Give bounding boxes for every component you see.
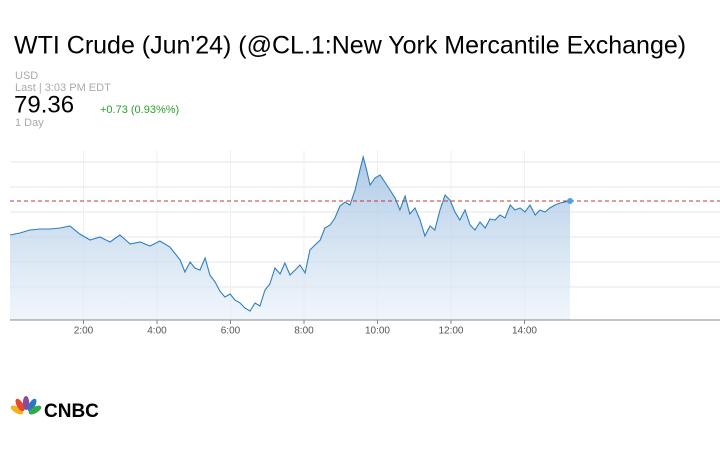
- x-tick-label: 6:00: [221, 326, 241, 337]
- x-tick-label: 8:00: [294, 326, 314, 337]
- x-tick-label: 12:00: [438, 326, 463, 337]
- last-update: Last | 3:03 PM EDT: [15, 82, 111, 94]
- logo: CNBC: [10, 396, 99, 422]
- x-tick-label: 14:00: [512, 326, 537, 337]
- peacock-icon: [10, 396, 42, 415]
- x-tick-label: 2:00: [74, 326, 94, 337]
- currency: USD: [15, 70, 38, 82]
- x-tick-label: 4:00: [147, 326, 167, 337]
- logo-text: CNBC: [44, 401, 99, 422]
- change: +0.73 (0.93%%): [100, 104, 179, 116]
- price: 79.36: [14, 91, 74, 118]
- price-line: [9, 154, 571, 312]
- last-point: [567, 198, 574, 204]
- title: WTI Crude (Jun'24) (@CL.1:New York Merca…: [14, 32, 686, 60]
- area: [10, 157, 571, 320]
- period: 1 Day: [15, 117, 44, 129]
- x-tick-label: 10:00: [365, 326, 390, 337]
